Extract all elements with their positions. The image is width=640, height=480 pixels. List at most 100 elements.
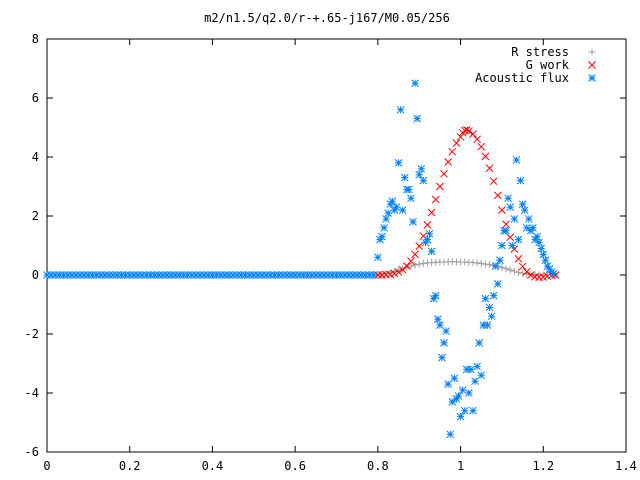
data-point <box>129 271 138 279</box>
data-point <box>349 271 357 279</box>
data-point <box>113 271 122 279</box>
data-point <box>485 303 494 312</box>
data-point <box>514 254 523 263</box>
data-point <box>444 380 453 389</box>
data-point <box>212 271 221 279</box>
data-point <box>200 271 209 279</box>
data-point <box>533 232 541 241</box>
data-point <box>51 271 60 279</box>
data-point <box>477 371 486 380</box>
data-point <box>527 226 535 235</box>
data-point <box>518 200 527 209</box>
data-point <box>464 127 473 135</box>
data-point <box>425 229 434 238</box>
data-point <box>462 126 471 134</box>
data-point <box>415 260 423 268</box>
x-tick-label: 1.4 <box>615 459 637 473</box>
data-point <box>407 257 415 265</box>
data-point <box>411 250 419 259</box>
data-point <box>473 135 481 144</box>
data-point <box>448 147 457 156</box>
data-point <box>399 265 407 273</box>
data-point <box>357 271 366 279</box>
data-point <box>378 232 386 241</box>
y-tick-label: 4 <box>32 150 39 164</box>
data-point <box>220 271 229 279</box>
data-point <box>392 203 401 212</box>
data-point <box>423 220 432 229</box>
data-point <box>510 267 518 275</box>
data-point <box>431 195 440 204</box>
data-point <box>421 238 430 247</box>
data-point <box>388 197 397 206</box>
data-point <box>442 327 450 335</box>
data-point <box>386 200 395 209</box>
data-point <box>307 271 316 279</box>
data-point <box>311 271 320 279</box>
data-point <box>456 412 465 421</box>
data-point <box>171 271 180 279</box>
data-point <box>76 271 84 279</box>
data-point <box>415 242 424 250</box>
data-point <box>524 215 533 223</box>
data-point <box>452 395 461 403</box>
data-point <box>187 271 196 279</box>
data-point <box>450 374 459 383</box>
data-point <box>436 182 444 191</box>
data-point <box>59 271 68 279</box>
data-point <box>154 271 163 279</box>
data-point <box>535 238 544 247</box>
data-point <box>316 271 324 279</box>
data-point <box>295 271 304 279</box>
data-point <box>502 265 510 273</box>
data-point <box>543 262 552 271</box>
data-point <box>427 247 436 256</box>
data-point <box>376 235 384 244</box>
data-point <box>541 256 550 265</box>
data-point <box>498 264 506 272</box>
data-point <box>109 271 118 279</box>
data-point <box>278 271 287 279</box>
y-tick-label: 6 <box>32 91 39 105</box>
data-point <box>440 338 448 347</box>
data-markers <box>43 79 560 439</box>
data-point <box>121 271 130 279</box>
data-point <box>493 279 502 288</box>
x-tick-label: 0.2 <box>119 459 141 473</box>
data-point <box>167 271 175 279</box>
data-point <box>192 271 200 279</box>
data-point <box>374 253 382 262</box>
data-point <box>398 206 407 214</box>
y-tick-label: 2 <box>32 209 39 223</box>
data-point <box>454 392 463 400</box>
data-point <box>204 271 213 279</box>
data-point <box>407 262 415 270</box>
data-point <box>493 191 502 200</box>
data-point <box>464 389 473 397</box>
data-point <box>258 271 266 279</box>
data-point <box>469 130 477 138</box>
data-point <box>423 235 432 244</box>
data-point <box>489 291 498 300</box>
legend-marker <box>588 61 596 69</box>
data-point <box>460 406 469 415</box>
data-point <box>179 271 188 279</box>
data-point <box>101 271 109 279</box>
legend-marker <box>588 74 596 82</box>
data-point <box>469 406 477 415</box>
data-point <box>514 268 522 276</box>
data-point <box>274 271 283 279</box>
data-point <box>361 271 370 279</box>
axis-ticks <box>46 38 627 453</box>
data-point <box>479 321 488 330</box>
data-point <box>433 315 442 324</box>
data-point <box>473 259 481 267</box>
chart-title: m2/n1.5/q2.0/r-+.65-j167/M0.05/256 <box>204 11 450 25</box>
data-point <box>467 365 475 374</box>
data-point <box>324 271 333 279</box>
data-point <box>332 271 341 279</box>
data-point <box>266 271 275 279</box>
data-point <box>444 158 453 166</box>
legend-label: G work <box>526 58 570 72</box>
